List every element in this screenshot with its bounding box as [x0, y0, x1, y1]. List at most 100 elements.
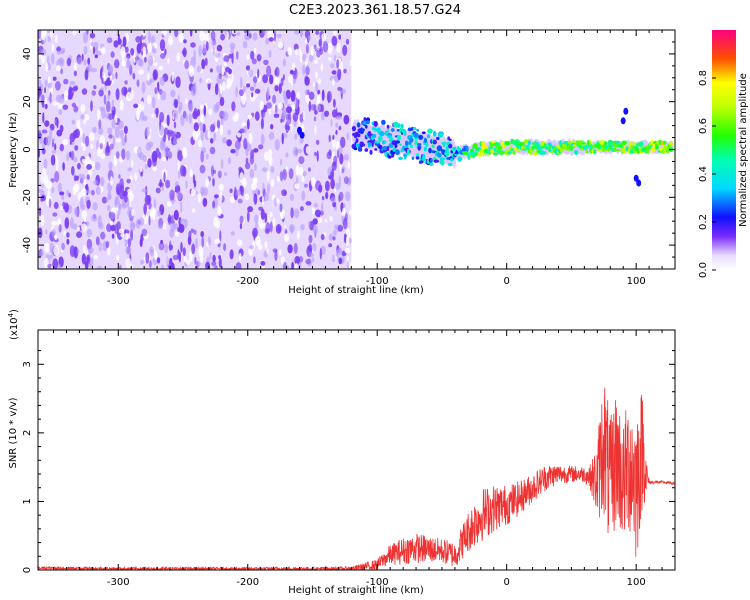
spectrogram-signal-blob: [652, 146, 656, 153]
spectrogram-noise-blob: [118, 174, 121, 179]
spectrogram-signal-blob: [353, 147, 358, 151]
spectrogram-signal-blob: [299, 131, 305, 139]
spectrogram-noise-blob: [158, 65, 164, 71]
spectrogram-signal-blob: [436, 136, 440, 141]
spectrogram-noise-blob: [77, 57, 83, 65]
spectrogram-noise-blob: [281, 189, 287, 197]
spectrogram-noise-blob: [190, 228, 194, 233]
spectrogram-noise-blob: [83, 179, 87, 186]
spectrogram-noise-blob: [210, 165, 215, 177]
spectrogram-noise-blob: [317, 216, 322, 224]
spectrogram-noise-blob: [169, 189, 175, 201]
spectrogram-noise-blob: [118, 228, 124, 234]
spectrogram-noise-blob: [166, 201, 172, 207]
spectrogram-noise-blob: [180, 201, 183, 213]
spectrogram-noise-blob: [285, 152, 289, 158]
spectrogram-noise-blob: [268, 50, 272, 58]
spectrogram-noise-blob: [91, 90, 96, 96]
spectrogram-noise-blob: [302, 64, 306, 76]
spectrogram-signal-blob: [411, 156, 415, 160]
spectrogram-noise-blob: [292, 62, 296, 72]
spectrogram-noise-blob: [115, 88, 120, 101]
spectrogram-noise-blob: [262, 182, 265, 192]
spectrogram-noise-blob: [157, 210, 162, 217]
spectrogram-noise-blob: [339, 162, 343, 173]
spectrogram-noise-blob: [127, 238, 132, 248]
spectrogram-noise-blob: [99, 176, 105, 187]
spectrogram-noise-blob: [151, 113, 155, 118]
spectrogram-noise-blob: [231, 52, 234, 64]
spectrogram-noise-blob: [108, 113, 113, 121]
spectrogram-noise-blob: [44, 79, 48, 88]
spectrogram-noise-blob: [294, 133, 298, 140]
spectrogram-noise-blob: [160, 239, 164, 245]
spectrogram-noise-blob: [47, 180, 52, 190]
spectrogram-noise-blob: [335, 115, 342, 120]
spectrogram-noise-blob: [205, 78, 212, 84]
spectrogram-noise-blob: [73, 62, 78, 71]
snr-x-tick-label: 100: [627, 577, 646, 588]
spectrogram-noise-blob: [263, 59, 269, 65]
spectrogram-signal-blob: [383, 140, 387, 144]
spectrogram-noise-blob: [292, 146, 299, 157]
spectrogram-signal-blob: [386, 124, 390, 129]
spectrogram-noise-blob: [49, 91, 52, 104]
spectrogram-noise-blob: [209, 146, 216, 155]
spectrogram-noise-blob: [57, 182, 62, 193]
spectrogram-noise-blob: [285, 121, 290, 134]
spectrogram-noise-blob: [100, 153, 106, 160]
spectrogram-signal-blob: [541, 141, 546, 144]
spectrogram-noise-blob: [265, 37, 269, 45]
colorbar-tick-label: 0.4: [698, 166, 709, 182]
spectrogram-signal-blob: [409, 137, 414, 143]
spectrogram-signal-blob: [418, 134, 424, 140]
spectrogram-noise-blob: [193, 49, 196, 62]
spectrogram-noise-blob: [179, 165, 186, 177]
spectrogram-noise-blob: [325, 191, 329, 200]
spectrogram-noise-blob: [116, 213, 119, 220]
spectrogram-noise-blob: [321, 195, 325, 201]
spectrogram-noise-blob: [44, 242, 50, 253]
spectrogram-noise-blob: [178, 251, 181, 263]
spectrogram-noise-blob: [107, 127, 113, 135]
spectrogram-noise-blob: [94, 54, 99, 59]
spectrogram-signal-blob: [413, 132, 419, 138]
spectrogram-noise-blob: [264, 151, 269, 162]
spectrogram-noise-blob: [66, 152, 70, 162]
spectrogram-noise-blob: [344, 247, 351, 254]
spectrogram-noise-blob: [279, 203, 283, 213]
spectrogram-noise-blob: [159, 39, 166, 52]
spectrogram-noise-blob: [264, 212, 268, 223]
snr-multiplier: (x104): [7, 309, 20, 340]
spectrogram-noise-blob: [254, 111, 260, 121]
spectrogram-noise-blob: [318, 184, 323, 193]
spectrogram-noise-blob: [160, 90, 167, 101]
spectrogram-noise-blob: [273, 75, 280, 85]
spectrogram-noise-blob: [192, 129, 199, 141]
spectrogram-noise-blob: [173, 137, 177, 146]
spectrogram-noise-blob: [331, 254, 336, 263]
spectrogram-noise-blob: [173, 109, 178, 120]
spectrogram-noise-blob: [196, 261, 201, 267]
spectrogram-noise-blob: [91, 214, 98, 222]
spectrogram-noise-blob: [314, 124, 317, 136]
spectrogram-signal-blob: [448, 138, 452, 141]
spectrogram-noise-blob: [199, 77, 203, 84]
spectrogram-noise-blob: [207, 236, 211, 247]
spectrogram-noise-blob: [342, 218, 348, 230]
spectrogram-noise-blob: [41, 148, 46, 155]
spectrogram-noise-blob: [88, 246, 94, 254]
spectrogram-noise-blob: [51, 53, 55, 65]
spectrogram-noise-blob: [317, 78, 322, 85]
spectrogram-y-tick-labels: -40 -20 0 20 40: [22, 48, 33, 254]
snr-y-tick-label: 2: [22, 430, 33, 436]
spectrogram-signal-blob: [386, 129, 390, 132]
spectrogram-noise-blob: [209, 68, 213, 73]
spectrogram-noise-blob: [283, 90, 287, 101]
spectrogram-signal-blob: [620, 117, 626, 125]
spectrogram-noise-blob: [153, 47, 157, 54]
spectrogram-y-tick-label: 40: [22, 48, 33, 61]
spectrogram-noise-blob: [83, 213, 87, 223]
spectrogram-signal-blob: [394, 140, 401, 144]
spectrogram-noise-blob: [198, 246, 204, 257]
